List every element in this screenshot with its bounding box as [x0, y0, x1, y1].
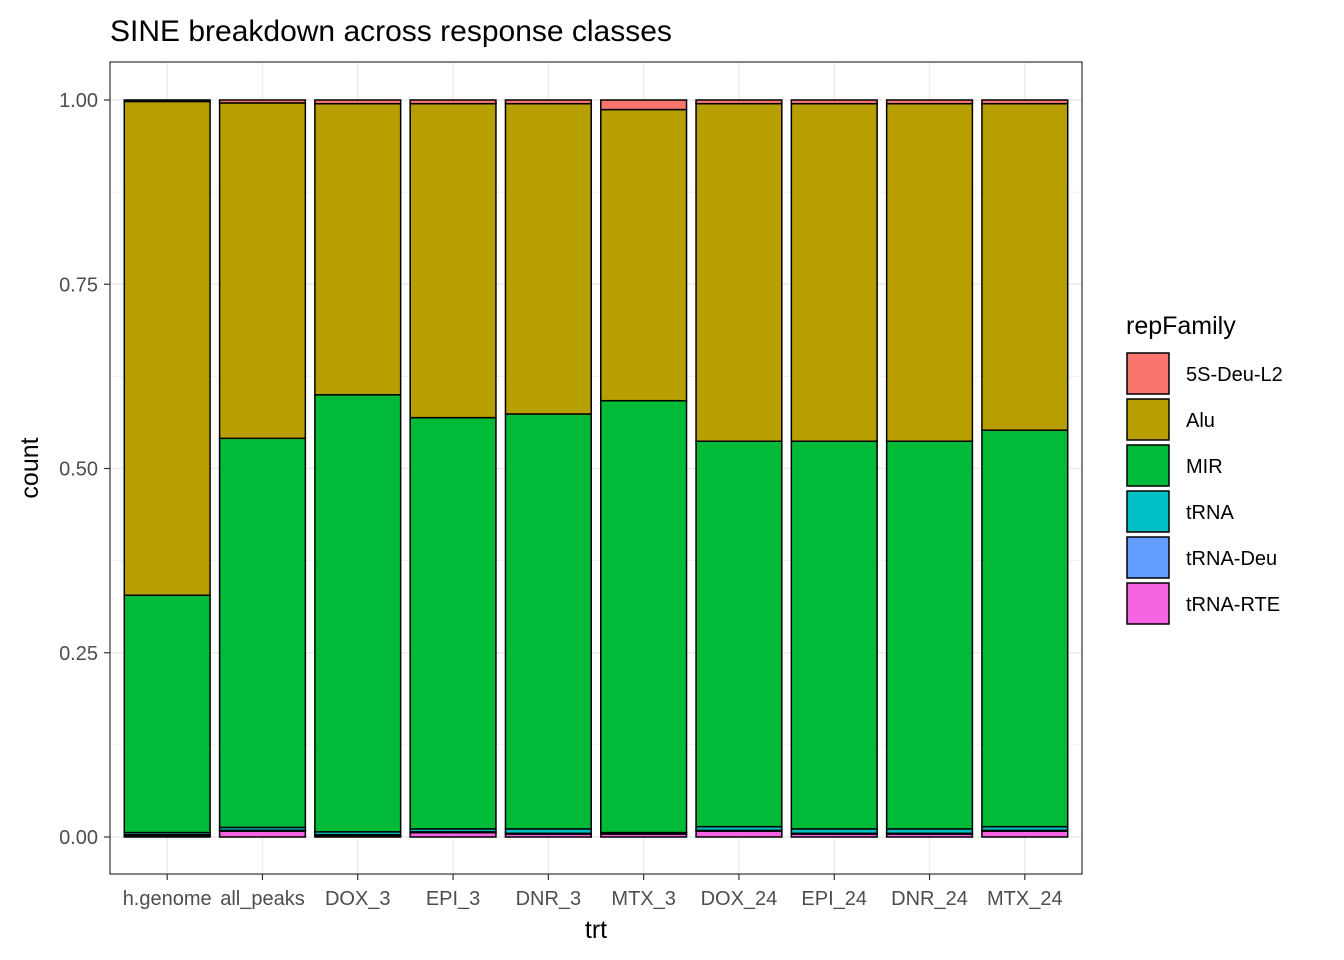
legend-label: Alu [1186, 410, 1215, 432]
y-tick-label: 0.50 [59, 459, 98, 481]
legend-key [1126, 582, 1170, 625]
y-tick-label: 0.25 [59, 643, 98, 665]
bar-segment [790, 440, 878, 830]
legend-title: repFamily [1126, 312, 1236, 340]
bar-segment [409, 99, 497, 105]
x-tick-label: DNR_3 [516, 888, 582, 910]
legend: repFamily 5S-Deu-L2 Alu MIR tRNA tRNA-Deu tRN… [1126, 312, 1283, 625]
bar-segment [504, 102, 592, 415]
bar-segment [218, 830, 307, 838]
bar-segment [504, 99, 592, 105]
legend-key [1126, 352, 1170, 395]
bar-segment [600, 399, 688, 834]
bar-segment [218, 437, 307, 829]
x-tick-label: EPI_24 [801, 888, 867, 910]
bar-segment [409, 416, 497, 830]
x-tick-label: DOX_3 [325, 888, 391, 910]
bar-segment [695, 830, 783, 838]
bar-segment [695, 99, 783, 105]
legend-label: tRNA [1186, 502, 1234, 524]
legend-label: MIR [1186, 456, 1223, 478]
legend-key [1126, 444, 1170, 487]
bar-segment [790, 102, 878, 442]
bar-segment [885, 440, 974, 830]
x-axis: h.genome all_peaks DOX_3 EPI_3 DNR_3 MTX_3 DOX… [123, 874, 1063, 910]
legend-label: tRNA-RTE [1186, 594, 1280, 616]
legend-label: tRNA-Deu [1186, 548, 1277, 570]
bar-segment [981, 99, 1069, 105]
bar-segment [218, 99, 307, 104]
x-tick-label: EPI_3 [426, 888, 480, 910]
x-tick-label: all_peaks [220, 888, 305, 910]
bar-segment [790, 99, 878, 105]
bar-segment [409, 102, 497, 419]
bar-segment [600, 108, 688, 402]
bar-segment [504, 413, 592, 830]
bar-segment [123, 100, 211, 597]
bar-segment [885, 102, 974, 442]
x-tick-label: DNR_24 [891, 888, 968, 910]
bars-group [123, 99, 1069, 838]
bar-segment [885, 99, 974, 105]
bar-segment [314, 99, 402, 105]
bar-segment [981, 429, 1069, 828]
x-tick-label: MTX_3 [611, 888, 675, 910]
x-tick-label: DOX_24 [701, 888, 778, 910]
y-tick-label: 0.00 [59, 827, 98, 849]
y-axis: 0.00 0.25 0.50 0.75 1.00 [59, 90, 110, 849]
bar-segment [981, 102, 1069, 431]
chart-title: SINE breakdown across response classes [110, 15, 672, 48]
legend-label: 5S-Deu-L2 [1186, 364, 1283, 386]
legend-key [1126, 536, 1170, 579]
bar-segment [123, 99, 211, 103]
bar-segment [218, 102, 307, 440]
x-axis-title: trt [585, 916, 607, 944]
x-tick-label: h.genome [123, 888, 212, 910]
bar-segment [314, 102, 402, 396]
x-tick-label: MTX_24 [987, 888, 1063, 910]
bar-segment [314, 394, 402, 833]
y-tick-label: 0.75 [59, 274, 98, 296]
y-axis-title: count [16, 437, 44, 498]
bar-segment [600, 99, 688, 111]
legend-key [1126, 490, 1170, 533]
bar-segment [981, 830, 1069, 838]
y-tick-label: 1.00 [59, 90, 98, 112]
bar-segment [695, 102, 783, 442]
bar-segment [695, 440, 783, 828]
bar-segment [123, 594, 211, 834]
legend-key [1126, 398, 1170, 441]
